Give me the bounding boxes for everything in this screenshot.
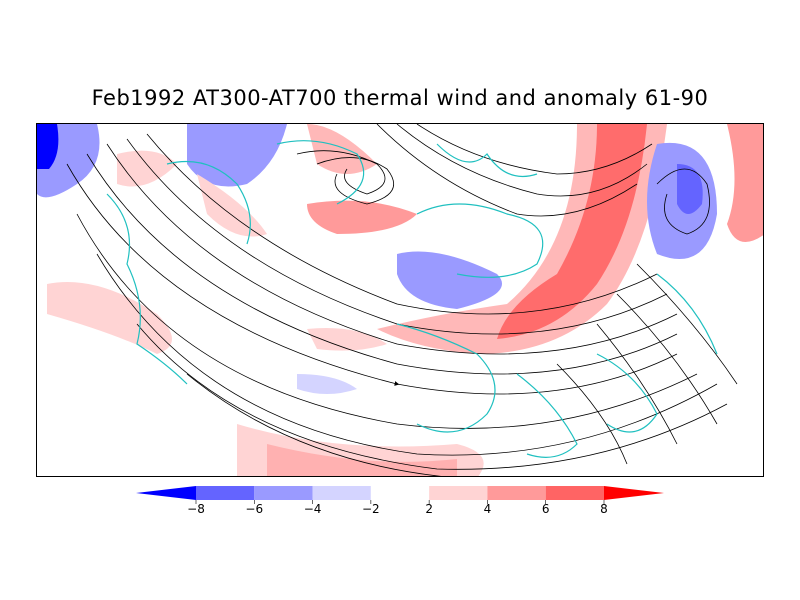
colorbar-swatch <box>429 486 488 500</box>
colorbar-ticks <box>195 500 605 504</box>
coastlines <box>106 140 718 458</box>
map-svg <box>37 124 763 476</box>
colorbar-swatch <box>545 486 604 500</box>
map-title: Feb1992 AT300-AT700 thermal wind and ano… <box>91 86 709 110</box>
colorbar-swatch <box>487 486 546 500</box>
colorbar-swatch <box>254 486 313 500</box>
map-panel <box>36 123 764 477</box>
colorbar-label: −4 <box>303 502 322 516</box>
colorbar-swatch <box>370 486 430 500</box>
colorbar-label: 4 <box>483 502 492 516</box>
anomaly-shading <box>37 124 763 476</box>
colorbar-swatch <box>136 486 196 500</box>
colorbar <box>136 486 664 504</box>
colorbar-label: 8 <box>600 502 608 516</box>
colorbar-swatches <box>136 486 664 500</box>
colorbar-label: −6 <box>245 502 264 516</box>
colorbar-label: 2 <box>425 502 433 516</box>
colorbar-swatch <box>312 486 371 500</box>
colorbar-swatch <box>604 486 664 500</box>
colorbar-swatch <box>196 486 255 500</box>
colorbar-label: 6 <box>541 502 550 516</box>
streamlines <box>66 124 738 476</box>
colorbar-label: −8 <box>187 502 205 516</box>
colorbar-label: −2 <box>361 502 380 516</box>
